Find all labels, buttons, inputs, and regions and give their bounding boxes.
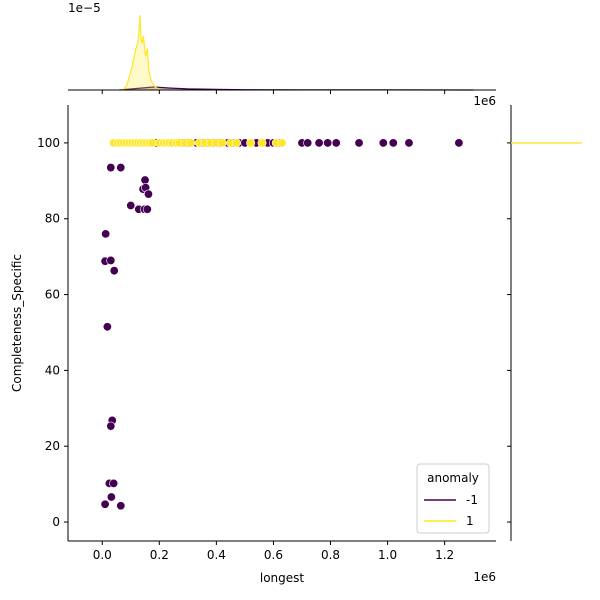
scatter-point [116, 501, 126, 511]
scatter-point [106, 492, 116, 502]
marginal-y-axes: 1e6 [473, 94, 582, 541]
marginal-x-axes: 1e−5 [68, 1, 496, 94]
x-tick-label: 0.2 [150, 548, 169, 562]
scatter-point [142, 204, 152, 214]
scatter-point [102, 322, 112, 332]
y-tick-label: 60 [45, 288, 60, 302]
marginal-x-curves [119, 14, 474, 91]
scatter-point [106, 163, 116, 173]
scatter-point [404, 138, 414, 148]
scatter-point [109, 266, 119, 276]
y-axis-ticks: 0 20 40 60 80 100 [37, 136, 68, 529]
legend-box [416, 463, 490, 534]
y-tick-label: 40 [45, 363, 60, 377]
scatter-point [314, 138, 324, 148]
marginal-x-kde-line [121, 14, 166, 91]
scatter-point [454, 138, 464, 148]
x-tick-label: 0.0 [93, 548, 112, 562]
y-tick-label: 20 [45, 439, 60, 453]
legend-label: 1 [466, 514, 474, 528]
x-tick-label: 0.6 [264, 548, 283, 562]
scatter-point [126, 200, 136, 210]
x-tick-label: 0.4 [207, 548, 226, 562]
scatter-point [303, 138, 313, 148]
main-axes: 0.0 0.2 0.4 0.6 0.8 1.0 1.2 0 20 40 60 80 100 longe… [10, 105, 496, 585]
scatter-point [109, 478, 119, 488]
y-tick-label: 80 [45, 212, 60, 226]
legend-label: -1 [466, 493, 478, 507]
scatter-point [388, 138, 398, 148]
legend-entries: -1 1 [424, 493, 478, 528]
x-tick-label: 1.2 [435, 548, 454, 562]
scatter-point [323, 138, 333, 148]
marginal-y-ticks [507, 142, 511, 523]
marginal-x-kde-area [122, 15, 165, 90]
legend-title: anomaly [427, 471, 479, 485]
scatter-point [246, 138, 256, 148]
scatter-point [106, 255, 116, 265]
scatter-point [140, 175, 150, 185]
scatter-point [331, 138, 341, 148]
scatter-point [186, 138, 196, 148]
marginal-x-ticks [101, 90, 446, 94]
scatter-point [100, 499, 110, 509]
scatter-point [257, 138, 267, 148]
x-tick-label: 1.0 [378, 548, 397, 562]
scatter-point [378, 138, 388, 148]
scatter-point [217, 138, 227, 148]
y-tick-label: 0 [52, 515, 60, 529]
y-axis-label: Completeness_Specific [10, 254, 24, 392]
scatter-point [277, 138, 287, 148]
x-axis-label: longest [260, 571, 305, 585]
y-tick-label: 100 [37, 136, 60, 150]
scatter-point [101, 229, 111, 239]
x-axis-ticks: 0.0 0.2 0.4 0.6 0.8 1.0 1.2 [93, 541, 454, 562]
scatter-point [106, 421, 116, 431]
scatter-points [100, 138, 464, 511]
legend: anomaly -1 1 [416, 463, 490, 534]
marginal-y-offset-label: 1e6 [473, 94, 496, 108]
scatter-point [143, 189, 153, 199]
marginal-x-offset-label: 1e−5 [68, 1, 101, 15]
scatter-point [116, 163, 126, 173]
scatter-point [354, 138, 364, 148]
x-axis-offset-label: 1e6 [473, 570, 496, 584]
scatter-point [231, 138, 241, 148]
x-tick-label: 0.8 [321, 548, 340, 562]
